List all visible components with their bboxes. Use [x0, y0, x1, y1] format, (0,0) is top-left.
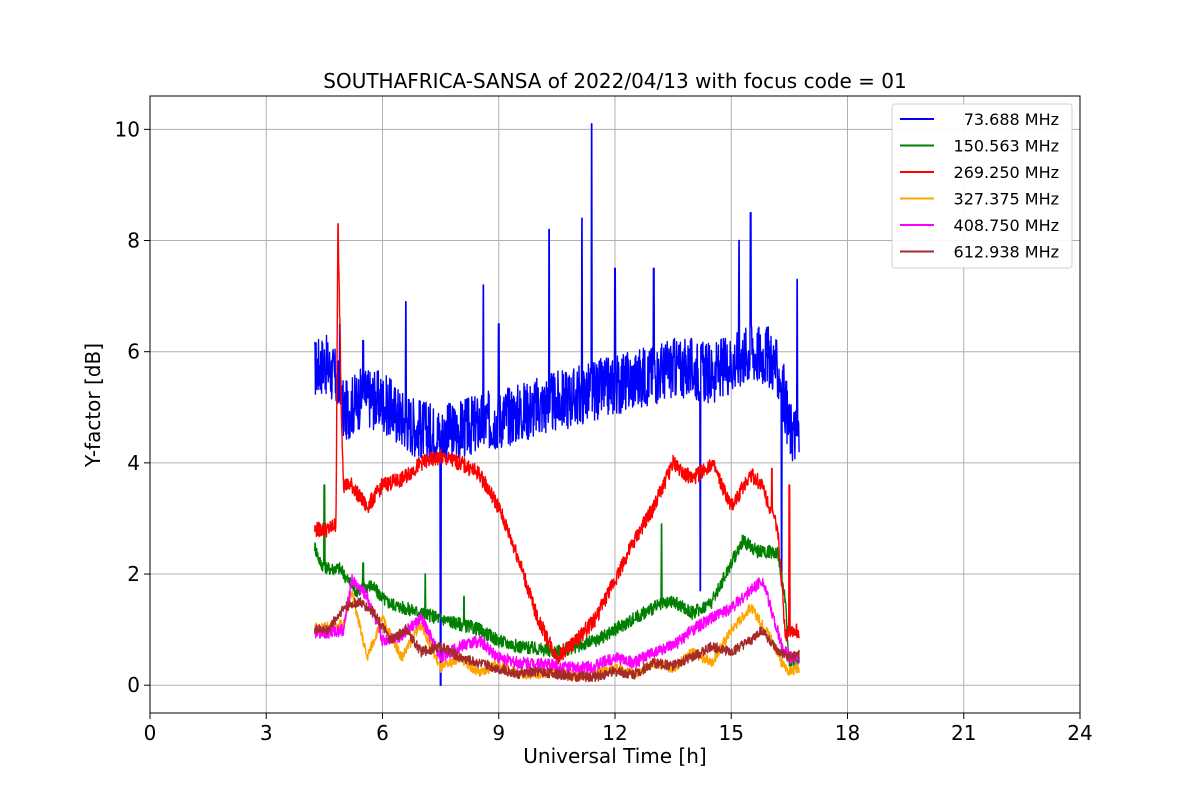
legend-label: 612.938 MHz: [954, 243, 1059, 262]
y-axis-label: Y-factor [dB]: [81, 343, 105, 468]
x-tick-label: 3: [260, 721, 273, 745]
y-tick-label: 8: [127, 229, 140, 253]
series-line-3: [314, 223, 800, 665]
x-tick-label: 21: [951, 721, 976, 745]
y-tick-label: 2: [127, 562, 140, 586]
y-tick-label: 6: [127, 340, 140, 364]
series-line-2: [314, 484, 800, 673]
legend-label: 269.250 MHz: [954, 163, 1059, 182]
legend-label: 408.750 MHz: [954, 216, 1059, 235]
series-layer: [314, 123, 800, 686]
legend-box: [891, 103, 1073, 269]
legend-label: 327.375 MHz: [954, 190, 1059, 209]
x-tick-label: 15: [719, 721, 744, 745]
y-tick-label: 0: [127, 673, 140, 697]
chart-title: SOUTHAFRICA-SANSA of 2022/04/13 with foc…: [323, 69, 907, 93]
legend-label: 73.688 MHz: [964, 110, 1059, 129]
series-line-6: [314, 597, 800, 683]
y-tick-label: 10: [115, 117, 140, 141]
x-tick-label: 24: [1067, 721, 1092, 745]
x-tick-label: 12: [602, 721, 627, 745]
legend: 73.688 MHz 150.563 MHz 269.250 MHz 327.375 …: [891, 103, 1073, 269]
series-line-1: [314, 123, 800, 686]
x-tick-label: 9: [492, 721, 505, 745]
x-axis-label: Universal Time [h]: [523, 744, 706, 768]
y-tick-label: 4: [127, 451, 140, 475]
x-tick-label: 18: [835, 721, 860, 745]
x-tick-label: 0: [144, 721, 157, 745]
legend-label: 150.563 MHz: [954, 137, 1059, 156]
x-tick-label: 6: [376, 721, 389, 745]
